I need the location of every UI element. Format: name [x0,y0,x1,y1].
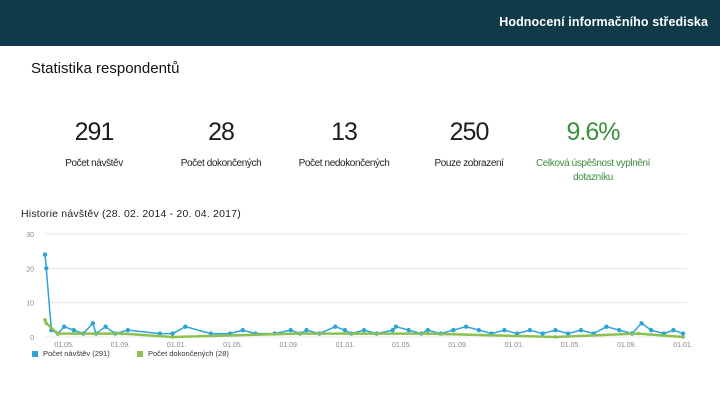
stat-completed: 28 Počet dokončených [156,118,286,171]
data-point-completed [170,335,175,339]
data-point-visits [183,324,188,329]
x-tick-label: 01.05. [54,342,74,349]
x-tick-label: 01.05. [223,342,243,349]
data-point-visits [671,327,676,333]
legend-label-completed: Počet dokončených (28) [148,349,229,358]
data-point-visits [604,324,609,329]
legend-item-completed[interactable]: Počet dokončených (28) [137,349,229,358]
stat-views-only-value: 250 [449,118,490,146]
y-tick-label: 30 [26,232,34,239]
data-point-completed [553,335,558,339]
stat-completed-value: 28 [208,118,235,146]
data-point-visits [553,327,558,333]
legend-item-visits[interactable]: Počet návštěv (291) [32,349,110,358]
stat-views-only-label: Pouze zobrazení [434,158,504,169]
data-point-completed [426,331,430,336]
x-tick-label: 01.09. [111,342,131,349]
stat-success-rate-label: Celková úspěšnost vyplnění dotazníku [535,158,651,183]
header-bar: Hodnocení informačního střediska [0,0,720,46]
series-line-completed [43,319,684,339]
visits-history-chart: 30 20 10 0 01.05. 01.09. 01.01. 01.05. 01.09. 01.… [26,232,693,349]
x-tick-label: 01.01. [504,342,524,349]
data-point-visits [333,324,338,329]
data-point-visits [240,327,245,333]
data-point-visits [393,324,399,329]
data-point-visits [44,266,49,271]
x-tick-label: 01.01. [167,342,187,349]
data-point-visits [208,331,214,336]
data-point-completed [44,321,49,326]
header-title: Hodnocení informačního střediska [499,15,708,29]
data-point-visits [680,331,686,336]
data-point-visits [125,327,131,333]
x-tick-label: 01.09. [617,342,637,349]
data-point-completed [636,331,641,336]
data-point-visits [90,321,96,326]
data-point-completed [55,331,60,336]
data-point-visits [639,321,644,326]
data-point-visits [71,327,76,333]
stat-success-rate: 9.6% Celková úspěšnost vyplnění dotazník… [528,118,658,185]
stat-incomplete: 13 Počet nedokončených [279,118,409,171]
series-line-visits [44,254,684,335]
data-point-visits [425,327,430,333]
data-point-visits [406,327,411,333]
data-point-visits [565,331,571,336]
data-point-visits [578,327,584,333]
y-tick-label: 10 [26,301,34,308]
data-point-visits [342,327,348,333]
data-point-visits [42,252,48,257]
y-tick-label: 20 [26,266,34,273]
data-point-visits [514,331,520,336]
legend-swatch-visits [32,350,38,357]
x-tick-label: 01.09. [279,342,299,349]
data-point-visits [476,327,482,333]
data-point-visits [648,327,654,333]
stat-visits-label: Počet návštěv [65,158,123,169]
stat-incomplete-value: 13 [331,118,358,146]
x-tick-label: 01.05. [392,342,412,349]
y-tick-label: 0 [30,335,34,342]
data-point-visits [103,324,108,329]
history-title: Historie návštěv (28. 02. 2014 - 20. 04.… [21,208,241,220]
data-point-completed [681,335,685,339]
data-point-visits [288,327,293,333]
x-tick-label: 01.01. [336,342,356,349]
data-point-visits [540,331,545,336]
data-point-completed [43,318,47,322]
data-point-visits [390,327,395,333]
data-point-visits [304,327,309,333]
data-point-visits [157,331,163,336]
page-heading: Statistika respondentů [31,60,180,77]
data-point-visits [61,324,67,329]
legend-swatch-completed [137,350,143,357]
stat-incomplete-label: Počet nedokončených [298,158,390,169]
data-point-completed [119,331,124,336]
data-point-visits [451,327,456,333]
data-point-visits [527,327,533,333]
stat-visits: 291 Počet návštěv [29,118,159,171]
stat-completed-label: Počet dokončených [180,158,262,169]
stat-visits-value: 291 [74,118,115,146]
stat-success-rate-value: 9.6% [566,118,621,146]
legend-label-visits: Počet návštěv (291) [43,349,110,358]
data-point-completed [298,331,303,336]
x-tick-label: 01.09. [448,342,468,349]
data-point-visits [170,331,175,336]
stat-views-only: 250 Pouze zobrazení [404,118,534,171]
data-point-visits [502,327,507,333]
data-point-visits [361,327,367,333]
x-tick-label: 01.01. [673,342,693,349]
data-point-visits [463,324,469,329]
data-point-visits [617,327,622,333]
x-tick-label: 01.05. [561,342,581,349]
